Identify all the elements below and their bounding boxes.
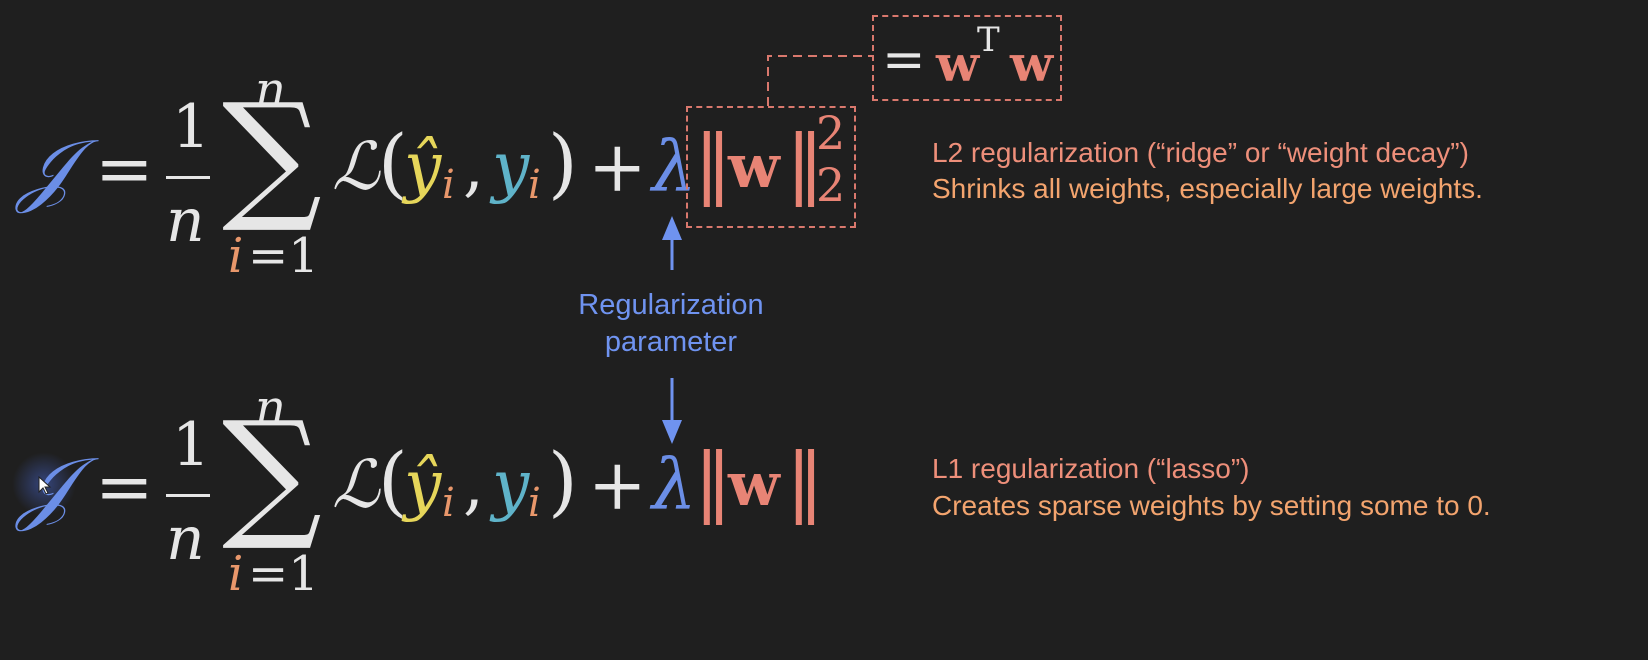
norm-right-bar: ‖ (786, 118, 824, 207)
sum-lower-value: =1 (248, 228, 319, 284)
loss-symbol: ℒ (332, 446, 380, 523)
l1-title: L1 regularization (“lasso”) (932, 453, 1250, 484)
down-arrow-head (662, 420, 682, 444)
norm-left-bar: ‖ (694, 118, 732, 207)
sum-symbol: ∑ (222, 74, 322, 237)
norm-right-bar: ‖ (786, 436, 824, 525)
y-hat-subscript: i (442, 480, 455, 526)
wtw-box (872, 15, 1062, 101)
lambda-symbol: λ (652, 444, 697, 526)
y-hat: ŷ (404, 446, 442, 523)
norm-exponent: 2 (816, 106, 846, 160)
mouse-cursor-icon (38, 476, 52, 495)
up-arrow-head (662, 216, 682, 240)
sum-upper-limit: n (255, 380, 286, 436)
wtw-equals: = (882, 30, 926, 90)
lambda-symbol: λ (652, 126, 697, 208)
weight-vector: w (728, 450, 780, 520)
open-paren: ( (378, 118, 408, 207)
y-true: y (492, 446, 530, 523)
y-true: y (492, 128, 530, 205)
l1-description: Creates sparse weights by setting some t… (932, 490, 1491, 521)
fraction-numerator: 1 (172, 92, 211, 162)
sum-symbol: ∑ (222, 392, 322, 555)
cost-symbol: 𝒥 (18, 122, 74, 215)
weight-vector: w (728, 132, 780, 202)
l2-norm-box (686, 106, 856, 228)
comma: , (463, 446, 484, 523)
sum-lower-index: i (228, 546, 244, 602)
y-hat-subscript: i (442, 162, 455, 208)
close-paren: ) (548, 436, 578, 525)
equals-sign: = (95, 128, 154, 210)
sum-lower-index: i (228, 228, 244, 284)
y-subscript: i (528, 162, 541, 208)
norm-subscript: 2 (816, 158, 846, 212)
fraction-denominator: n (166, 186, 205, 256)
wtw-transpose: T (977, 20, 1000, 60)
y-hat: ŷ (404, 128, 442, 205)
close-paren: ) (548, 118, 578, 207)
l2-to-wtw-connector (767, 55, 872, 106)
comma: , (463, 128, 484, 205)
wtw-w2: w (1010, 34, 1054, 93)
regularization-parameter-label: Regularization parameter (562, 289, 780, 359)
param-label-line1: Regularization (578, 289, 764, 321)
fraction-bar (166, 494, 210, 497)
fraction-denominator: n (166, 504, 205, 574)
open-paren: ( (378, 436, 408, 525)
sum-lower-value: =1 (248, 546, 319, 602)
param-label-line2: parameter (604, 326, 738, 358)
loss-symbol: ℒ (332, 128, 380, 205)
fraction-numerator: 1 (172, 410, 211, 480)
fraction-bar (166, 176, 210, 179)
plus-sign: + (588, 444, 647, 526)
norm-left-bar: ‖ (694, 436, 732, 525)
sum-upper-limit: n (255, 62, 286, 118)
wtw-w1: w (936, 34, 980, 93)
plus-sign: + (588, 126, 647, 208)
equals-sign: = (95, 446, 154, 528)
l2-title: L2 regularization (“ridge” or “weight de… (932, 137, 1469, 168)
l2-description: Shrinks all weights, especially large we… (932, 173, 1483, 204)
y-subscript: i (528, 480, 541, 526)
